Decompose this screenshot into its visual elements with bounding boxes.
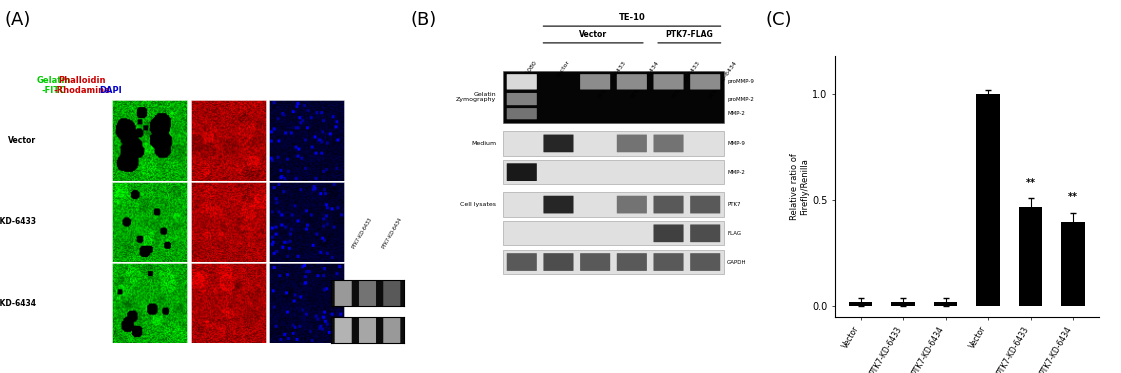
FancyBboxPatch shape <box>617 253 647 271</box>
FancyBboxPatch shape <box>654 196 684 213</box>
Text: PTK7-KD-6433: PTK7-KD-6433 <box>0 217 36 226</box>
FancyBboxPatch shape <box>691 196 721 213</box>
Text: HT-1080: HT-1080 <box>519 60 538 84</box>
Bar <box>503 71 723 123</box>
FancyBboxPatch shape <box>654 253 684 271</box>
Text: Medium: Medium <box>471 141 495 146</box>
Bar <box>1019 207 1043 307</box>
Text: Cell lysates: Cell lysates <box>460 202 495 207</box>
Text: **: ** <box>1026 178 1036 188</box>
Text: FLAG: FLAG <box>728 231 741 236</box>
Bar <box>503 221 723 245</box>
Text: Vector: Vector <box>8 136 36 145</box>
Text: PTK7-KD-6433: PTK7-KD-6433 <box>670 60 701 100</box>
Text: (B): (B) <box>411 11 437 29</box>
FancyBboxPatch shape <box>617 135 647 152</box>
Bar <box>503 250 723 274</box>
FancyBboxPatch shape <box>544 135 574 152</box>
Text: Control: Control <box>322 232 335 250</box>
Text: PTK7-KD-6433: PTK7-KD-6433 <box>351 216 373 250</box>
Text: MMP-2: MMP-2 <box>728 111 745 116</box>
Text: (C): (C) <box>766 11 793 29</box>
Text: Vector: Vector <box>580 30 608 39</box>
Text: proMMP-2: proMMP-2 <box>728 97 754 101</box>
FancyBboxPatch shape <box>580 253 610 271</box>
Text: PTK7-KD-6434: PTK7-KD-6434 <box>707 60 738 100</box>
Text: P*: P* <box>288 290 294 295</box>
Bar <box>849 302 872 307</box>
FancyBboxPatch shape <box>507 74 537 90</box>
FancyBboxPatch shape <box>544 253 574 271</box>
Bar <box>503 160 723 184</box>
Bar <box>503 192 723 217</box>
Bar <box>503 131 723 156</box>
Text: **: ** <box>1068 192 1078 203</box>
Text: PTK7-KD-6434: PTK7-KD-6434 <box>630 60 660 100</box>
FancyBboxPatch shape <box>691 253 721 271</box>
Bar <box>934 302 957 307</box>
Text: Vector: Vector <box>556 60 572 79</box>
Y-axis label: Relative ratio of
Firefly/Renilla: Relative ratio of Firefly/Renilla <box>790 153 809 220</box>
Text: Phalloidin
-Rhodamine: Phalloidin -Rhodamine <box>54 76 111 95</box>
Text: MMP-9: MMP-9 <box>728 141 745 146</box>
FancyBboxPatch shape <box>580 74 610 90</box>
Text: PTK7-KD-6434: PTK7-KD-6434 <box>0 298 36 308</box>
Text: Gi: Gi <box>288 327 294 333</box>
Text: MMP-2: MMP-2 <box>728 170 745 175</box>
FancyBboxPatch shape <box>507 93 537 105</box>
Text: PTK7-KD-6433: PTK7-KD-6433 <box>596 60 627 100</box>
FancyBboxPatch shape <box>691 225 721 242</box>
FancyBboxPatch shape <box>691 74 721 90</box>
Text: DAPI: DAPI <box>99 87 122 95</box>
Text: Gelatin
-FITC: Gelatin -FITC <box>37 76 71 95</box>
FancyBboxPatch shape <box>507 108 537 119</box>
FancyBboxPatch shape <box>617 74 647 90</box>
Text: PTK7-FLAG: PTK7-FLAG <box>666 30 713 39</box>
Text: (A): (A) <box>4 11 30 29</box>
Text: PTK7: PTK7 <box>728 202 741 207</box>
Bar <box>1062 222 1085 307</box>
FancyBboxPatch shape <box>507 163 537 181</box>
FancyBboxPatch shape <box>654 74 684 90</box>
Text: proMMP-9: proMMP-9 <box>728 79 754 84</box>
Text: TE-10: TE-10 <box>619 13 646 22</box>
FancyBboxPatch shape <box>654 135 684 152</box>
FancyBboxPatch shape <box>654 225 684 242</box>
Text: GAPDH: GAPDH <box>728 260 747 264</box>
FancyBboxPatch shape <box>617 196 647 213</box>
Text: PTK7-KD-6434: PTK7-KD-6434 <box>381 216 402 250</box>
Bar <box>976 94 1000 307</box>
FancyBboxPatch shape <box>544 196 574 213</box>
FancyBboxPatch shape <box>507 253 537 271</box>
Text: Gelatin
Zymography: Gelatin Zymography <box>456 92 495 102</box>
Bar <box>891 302 915 307</box>
